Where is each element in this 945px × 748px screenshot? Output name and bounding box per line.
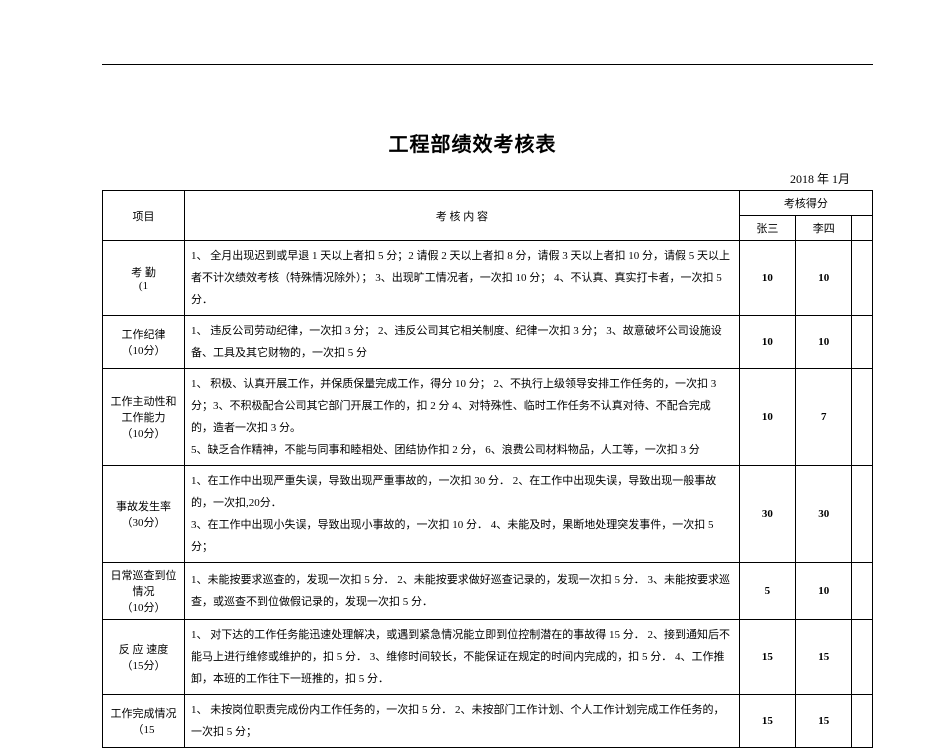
row-blank <box>852 466 873 563</box>
table-row: 考 勤(1 1、 全月出现迟到或早退 1 天以上者扣 5 分；2 请假 2 天以… <box>103 241 873 316</box>
row-project: 工作纪律（10分） <box>103 316 185 369</box>
row-blank <box>852 563 873 620</box>
row-project: 考 勤(1 <box>103 241 185 316</box>
row-project: 反 应 速度（15分） <box>103 620 185 695</box>
document-title: 工程部绩效考核表 <box>0 128 945 157</box>
row-project: 日常巡查到位情况（10分） <box>103 563 185 620</box>
header-person-1: 张三 <box>739 216 795 241</box>
row-score-2: 7 <box>796 369 852 466</box>
row-blank <box>852 620 873 695</box>
row-score-2: 15 <box>796 620 852 695</box>
header-rule <box>102 64 873 65</box>
row-score-1: 15 <box>739 695 795 748</box>
row-score-1: 10 <box>739 241 795 316</box>
table-row: 工作纪律（10分） 1、 违反公司劳动纪律，一次扣 3 分； 2、违反公司其它相… <box>103 316 873 369</box>
row-project: 工作完成情况（15 <box>103 695 185 748</box>
row-score-1: 15 <box>739 620 795 695</box>
row-score-2: 10 <box>796 241 852 316</box>
row-blank <box>852 316 873 369</box>
row-blank <box>852 241 873 316</box>
row-score-1: 5 <box>739 563 795 620</box>
row-content: 1、 全月出现迟到或早退 1 天以上者扣 5 分；2 请假 2 天以上者扣 8 … <box>185 241 740 316</box>
row-score-1: 10 <box>739 369 795 466</box>
row-content: 1、 违反公司劳动纪律，一次扣 3 分； 2、违反公司其它相关制度、纪律一次扣 … <box>185 316 740 369</box>
row-content: 1、在工作中出现严重失误，导致出现严重事故的，一次扣 30 分． 2、在工作中出… <box>185 466 740 563</box>
row-score-2: 10 <box>796 563 852 620</box>
table-row: 事故发生率（30分） 1、在工作中出现严重失误，导致出现严重事故的，一次扣 30… <box>103 466 873 563</box>
header-person-2: 李四 <box>796 216 852 241</box>
table-row: 工作主动性和工作能力（10分） 1、 积极、认真开展工作，并保质保量完成工作，得… <box>103 369 873 466</box>
header-content: 考 核 内 容 <box>185 191 740 241</box>
row-content: 1、 积极、认真开展工作，并保质保量完成工作，得分 10 分； 2、不执行上级领… <box>185 369 740 466</box>
row-content: 1、 未按岗位职责完成份内工作任务的，一次扣 5 分． 2、未按部门工作计划、个… <box>185 695 740 748</box>
row-score-2: 15 <box>796 695 852 748</box>
row-project: 工作主动性和工作能力（10分） <box>103 369 185 466</box>
row-blank <box>852 369 873 466</box>
assessment-table: 项目 考 核 内 容 考核得分 张三 李四 考 勤(1 1、 全月出现迟到或早退… <box>102 190 873 748</box>
table-row: 反 应 速度（15分） 1、 对下达的工作任务能迅速处理解决，或遇到紧急情况能立… <box>103 620 873 695</box>
row-score-1: 30 <box>739 466 795 563</box>
row-project: 事故发生率（30分） <box>103 466 185 563</box>
header-blank <box>852 216 873 241</box>
table-row: 工作完成情况（15 1、 未按岗位职责完成份内工作任务的，一次扣 5 分． 2、… <box>103 695 873 748</box>
date-label: 2018 年 1月 <box>790 170 850 187</box>
table-row: 日常巡查到位情况（10分） 1、未能按要求巡查的，发现一次扣 5 分． 2、未能… <box>103 563 873 620</box>
row-score-2: 30 <box>796 466 852 563</box>
row-score-1: 10 <box>739 316 795 369</box>
table-header-row-1: 项目 考 核 内 容 考核得分 <box>103 191 873 216</box>
header-project: 项目 <box>103 191 185 241</box>
row-blank <box>852 695 873 748</box>
row-content: 1、未能按要求巡查的，发现一次扣 5 分． 2、未能按要求做好巡查记录的，发现一… <box>185 563 740 620</box>
row-content: 1、 对下达的工作任务能迅速处理解决，或遇到紧急情况能立即到位控制潜在的事故得 … <box>185 620 740 695</box>
header-score-group: 考核得分 <box>739 191 872 216</box>
row-score-2: 10 <box>796 316 852 369</box>
